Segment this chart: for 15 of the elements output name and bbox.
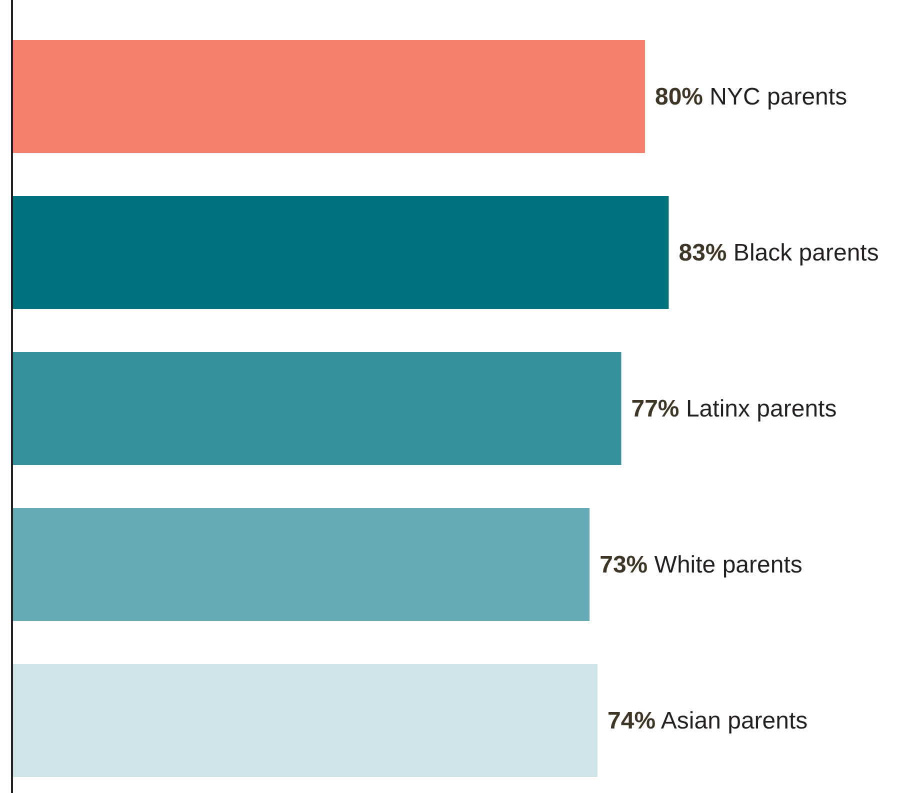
bar <box>12 40 645 153</box>
data-label: 77% <box>631 395 680 422</box>
bar <box>12 352 622 465</box>
data-label: 80% <box>654 83 704 110</box>
y-tick-label: Asian parents <box>656 707 808 734</box>
data-label: 74% <box>608 707 656 734</box>
data-label: 73% <box>600 551 648 578</box>
y-tick-label: Black parents <box>726 239 879 266</box>
y-tick-label: White parents <box>648 551 802 578</box>
bar <box>12 664 598 777</box>
data-label: 83% <box>678 239 727 266</box>
y-tick-label: Latinx parents <box>679 395 837 422</box>
bar <box>12 508 590 621</box>
bar <box>12 196 669 309</box>
y-tick-label: NYC parents <box>703 83 848 110</box>
